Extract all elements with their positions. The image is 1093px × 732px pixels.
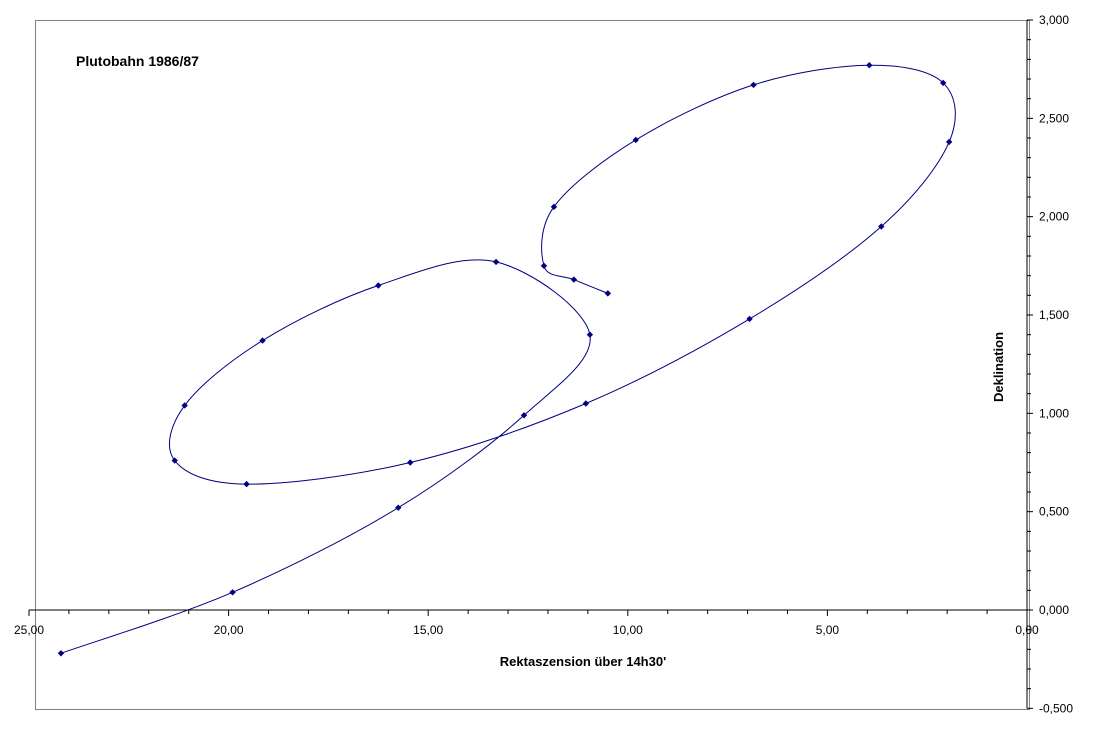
data-point-marker [259,337,266,344]
x-tick-label: 10,00 [613,623,643,637]
y-tick-label: 2,000 [1039,210,1069,224]
data-point-marker [750,81,757,89]
data-point-marker [492,258,500,266]
y-tick-label: -0,500 [1039,701,1073,715]
plot-area-border [35,20,1030,710]
data-point-marker [375,282,382,289]
chart-title: Plutobahn 1986/87 [76,53,199,69]
data-point-marker [570,276,578,283]
data-point-marker [632,136,639,144]
axis-ticks [28,19,1033,709]
data-point-marker [550,203,558,211]
axis-tick-labels: 25,00 20,00 15,00 10,00 5,00 0,00 -0,500 0,000 0… [14,13,1073,715]
x-tick-label: 15,00 [413,623,443,637]
data-point-marker [878,223,885,230]
y-tick-label: 1,500 [1039,308,1069,322]
y-tick-label: 1,000 [1039,406,1069,420]
data-point-marker [540,262,548,270]
data-point-marker [395,504,402,511]
data-point-marker [171,457,178,464]
data-point-marker [582,400,590,407]
y-axis-title: Deklination [991,332,1006,402]
data-point-marker [586,331,594,338]
data-point-marker [945,138,953,146]
data-point-marker [181,402,188,409]
data-point-marker [229,589,236,596]
x-tick-label: 25,00 [14,623,44,637]
data-point-marker [57,650,65,657]
y-tick-label: 3,000 [1039,13,1069,27]
data-point-marker [407,459,414,466]
data-point-marker [520,412,528,419]
x-tick-label: 20,00 [214,623,244,637]
x-tick-label: 5,00 [816,623,840,637]
y-tick-label: 0,000 [1039,603,1069,617]
y-tick-label: 0,500 [1039,505,1069,519]
data-point-marker [243,480,250,488]
series-markers [57,62,953,657]
data-point-marker [746,315,753,323]
data-point-marker [939,79,947,87]
data-point-marker [866,62,873,69]
x-tick-label: 0,00 [1015,623,1039,637]
data-point-marker [604,290,612,297]
x-axis-title: Rektaszension über 14h30' [500,654,666,669]
y-tick-label: 2,500 [1039,111,1069,125]
